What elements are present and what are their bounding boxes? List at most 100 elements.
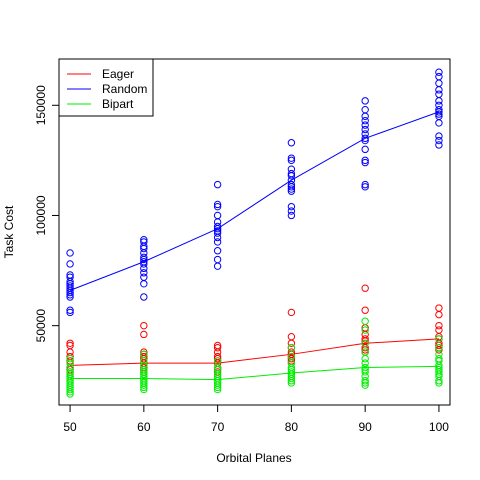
point-bipart-24 (140, 381, 148, 389)
y-tick-label-2: 150000 (34, 85, 48, 125)
point-random-44 (287, 156, 296, 165)
point-eager-59 (435, 346, 443, 354)
point-random-51 (287, 185, 296, 193)
series-line-random (69, 111, 440, 291)
point-random-9 (66, 288, 74, 297)
x-tick-label-4: 90 (358, 420, 372, 434)
point-eager-0 (66, 339, 74, 347)
point-eager-41 (361, 306, 369, 314)
point-eager-10 (140, 321, 148, 330)
point-random-26 (140, 280, 148, 288)
series-line-eager (70, 338, 439, 366)
point-random-12 (66, 306, 74, 314)
point-bipart-74 (435, 379, 443, 387)
point-random-38 (213, 238, 222, 246)
point-random-36 (213, 229, 222, 237)
point-bipart-15 (140, 357, 148, 365)
point-eager-44 (361, 335, 369, 343)
point-bipart-70 (435, 368, 443, 376)
point-random-68 (361, 180, 369, 189)
point-eager-51 (435, 310, 443, 319)
series-line-bipart (70, 365, 439, 381)
point-eager-40 (361, 284, 369, 292)
point-random-23 (140, 264, 148, 273)
point-random-30 (213, 202, 222, 211)
point-random-81 (435, 119, 443, 127)
legend-label-random: Random (102, 82, 147, 96)
point-random-84 (435, 141, 443, 149)
y-axis-label: Task Cost (2, 205, 16, 258)
x-tick-label-3: 80 (285, 420, 299, 434)
point-eager-11 (140, 330, 148, 339)
point-bipart-38 (287, 344, 296, 352)
point-bipart-35 (213, 381, 222, 389)
point-bipart-59 (361, 377, 369, 385)
point-bipart-73 (435, 377, 443, 385)
x-tick-label-0: 50 (63, 420, 77, 434)
point-random-34 (213, 224, 222, 233)
legend-label-bipart: Bipart (102, 97, 134, 111)
point-bipart-61 (361, 381, 369, 389)
point-bipart-12 (66, 388, 74, 396)
point-random-67 (361, 158, 369, 167)
point-random-59 (361, 117, 369, 125)
point-bipart-36 (213, 383, 222, 392)
point-random-82 (435, 132, 443, 140)
legend: Eager Random Bipart (58, 58, 154, 117)
y-tick-label-1: 100000 (34, 195, 48, 235)
point-bipart-26 (140, 385, 148, 394)
point-random-17 (140, 244, 148, 253)
point-bipart-37 (213, 385, 222, 394)
point-random-79 (435, 110, 443, 118)
point-bipart-25 (140, 383, 148, 392)
point-random-73 (435, 86, 443, 94)
point-random-47 (287, 172, 296, 180)
point-eager-21 (213, 344, 222, 352)
point-bipart-62 (435, 335, 443, 343)
point-random-56 (361, 97, 369, 105)
point-random-10 (66, 291, 74, 299)
point-random-60 (361, 121, 369, 129)
point-random-28 (213, 180, 222, 189)
point-random-43 (287, 154, 296, 162)
point-random-78 (435, 108, 443, 116)
point-bipart-49 (361, 317, 369, 325)
point-bipart-50 (361, 326, 369, 334)
x-axis-label: Orbital Planes (216, 451, 291, 465)
point-random-11 (66, 293, 74, 301)
point-random-41 (213, 262, 222, 270)
point-bipart-47 (287, 377, 296, 385)
point-eager-30 (287, 308, 296, 317)
point-random-29 (213, 200, 222, 209)
point-eager-37 (287, 355, 296, 363)
legend-box (58, 58, 154, 117)
point-bipart-13 (66, 390, 74, 398)
plot-area (66, 68, 443, 398)
point-bipart-57 (361, 368, 369, 376)
point-random-70 (435, 68, 443, 76)
point-random-65 (361, 145, 369, 154)
point-random-20 (140, 255, 148, 264)
axes: 50 60 70 80 90 100 50000 100000 150000 (34, 85, 449, 434)
point-bipart-0 (66, 355, 74, 363)
point-random-83 (435, 136, 443, 145)
point-random-13 (66, 308, 74, 317)
point-bipart-1 (66, 359, 74, 367)
legend-label-eager: Eager (102, 67, 134, 81)
point-random-0 (66, 249, 74, 257)
x-tick-label-2: 70 (211, 420, 225, 434)
point-bipart-48 (287, 379, 296, 387)
y-tick-label-0: 50000 (34, 309, 48, 343)
point-random-54 (287, 207, 296, 215)
point-random-61 (361, 125, 369, 134)
point-random-1 (66, 260, 74, 268)
point-eager-32 (287, 339, 296, 347)
point-random-39 (213, 247, 222, 255)
point-random-66 (361, 156, 369, 165)
point-random-37 (213, 233, 222, 242)
point-random-24 (140, 269, 148, 277)
point-random-42 (287, 139, 296, 147)
x-tick-label-1: 60 (137, 420, 151, 434)
point-random-22 (140, 260, 148, 268)
